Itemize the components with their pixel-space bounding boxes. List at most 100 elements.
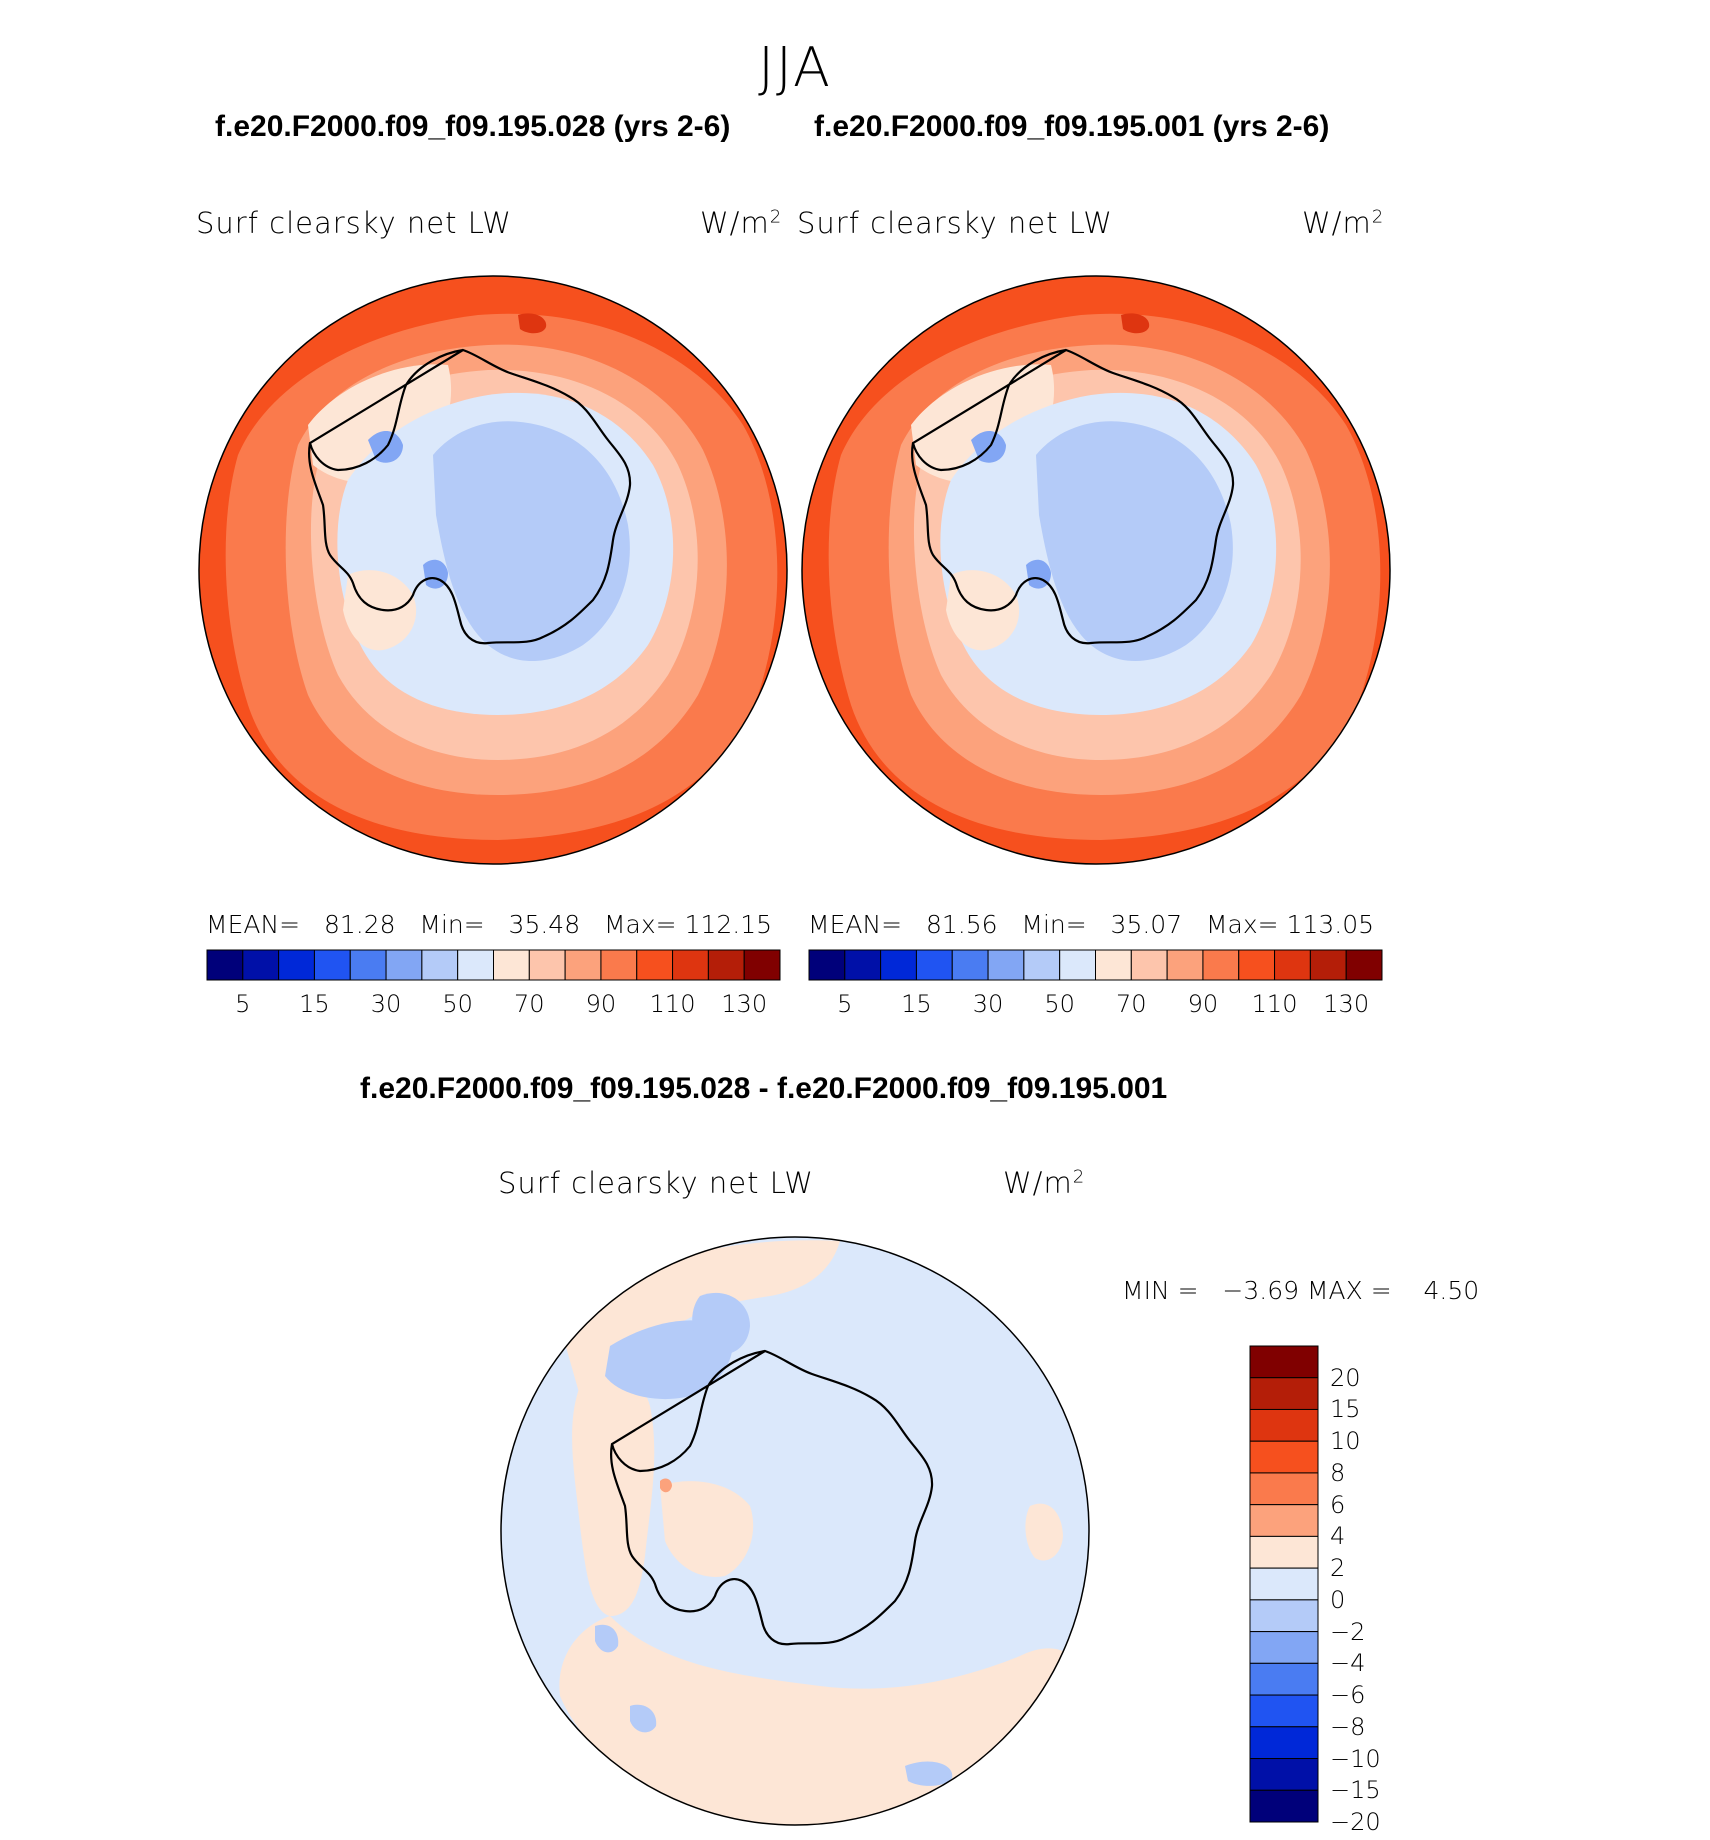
colorbar-swatch <box>528 949 566 981</box>
colorbar-tick-label: −15 <box>1330 1776 1381 1805</box>
difference-colorbar-labels: 20 15 10 8 6 4 2 0 −2 −4 −6 −8 −10 −15 −20 <box>1330 1346 1410 1836</box>
mean-value: 81.56 <box>925 910 998 939</box>
difference-polar-map <box>500 1236 1090 1826</box>
positive-anomaly-spot <box>660 1478 672 1493</box>
min-label: Min= <box>1021 910 1087 939</box>
min-value: −3.69 <box>1222 1276 1300 1305</box>
colorbar-swatch <box>880 949 917 981</box>
colorbar-tick-label: 30 <box>972 990 1004 1018</box>
positive-anomaly-ross <box>660 1481 754 1577</box>
colorbar-swatch <box>1249 1567 1319 1601</box>
difference-title: f.e20.F2000.f09_f09.195.028 - f.e20.F200… <box>360 1072 1168 1105</box>
colorbar-tick-label: 30 <box>370 990 402 1018</box>
max-value: 112.15 <box>684 910 773 939</box>
antarctica-coastline <box>610 1349 934 1646</box>
panel-2-case-title: f.e20.F2000.f09_f09.195.001 (yrs 2-6) <box>814 110 1330 143</box>
colorbar-swatch <box>1095 949 1132 981</box>
colorbar-tick-label: 110 <box>1251 990 1298 1018</box>
colorbar-swatch <box>1023 949 1061 981</box>
mean-value: 81.28 <box>323 910 396 939</box>
mean-label: MEAN= <box>206 910 301 939</box>
colorbar-swatch <box>1249 1662 1319 1696</box>
colorbar-tick-label: 50 <box>1044 990 1075 1018</box>
panel-2-colorbar <box>808 949 1383 981</box>
colorbar-swatch <box>808 949 846 981</box>
panel-1-stats: MEAN= 81.28 Min= 35.48 Max= 112.15 <box>206 910 772 939</box>
colorbar-tick-label: −6 <box>1330 1681 1366 1710</box>
colorbar-swatch <box>1249 1377 1319 1410</box>
colorbar-swatch <box>987 949 1025 981</box>
antarctica-coastline <box>308 348 632 645</box>
colorbar-tick-label: 50 <box>442 990 473 1018</box>
colorbar-tick-label: 6 <box>1330 1490 1346 1519</box>
negative-anomaly-north <box>692 1292 750 1355</box>
difference-colorbar <box>1249 1345 1319 1823</box>
panel-1-colorbar <box>206 949 781 981</box>
colorbar-swatch <box>1345 949 1383 981</box>
difference-field-title: Surf clearsky net LW <box>498 1166 814 1200</box>
colorbar-swatch <box>1130 949 1168 981</box>
difference-units: W/m2 <box>1003 1166 1086 1200</box>
colorbar-swatch <box>1249 1631 1319 1664</box>
colorbar-swatch <box>1202 949 1240 981</box>
colorbar-swatch <box>1059 949 1096 981</box>
colorbar-tick-label: 70 <box>1116 990 1147 1018</box>
positive-anomaly-south <box>559 1616 1089 1825</box>
colorbar-swatch <box>1249 1758 1319 1791</box>
colorbar-tick-label: −10 <box>1330 1744 1381 1773</box>
panel-2-polar-map <box>801 275 1391 865</box>
figure-title: JJA <box>758 36 832 99</box>
max-label: Max= <box>1205 910 1279 939</box>
difference-stats: MIN = −3.69 MAX = 4.50 <box>1122 1276 1479 1305</box>
colorbar-tick-label: 4 <box>1330 1522 1346 1551</box>
colorbar-tick-label: 90 <box>1187 990 1219 1018</box>
max-value: 4.50 <box>1423 1276 1480 1305</box>
colorbar-swatch <box>278 949 315 981</box>
colorbar-swatch <box>915 949 953 981</box>
colorbar-swatch <box>493 949 530 981</box>
max-label: MAX = <box>1306 1276 1392 1305</box>
negative-anomaly-south <box>905 1761 953 1786</box>
panel-1-case-title: f.e20.F2000.f09_f09.195.028 (yrs 2-6) <box>215 110 731 143</box>
panel-2-field-title: Surf clearsky net LW <box>797 206 1113 240</box>
antarctica-coastline <box>911 348 1235 645</box>
colorbar-swatch <box>385 949 423 981</box>
dark-spot <box>518 313 547 334</box>
dark-spot <box>1121 313 1150 334</box>
colorbar-tick-label: 8 <box>1330 1458 1346 1487</box>
max-value: 113.05 <box>1286 910 1375 939</box>
colorbar-swatch <box>1166 949 1204 981</box>
min-value: 35.07 <box>1110 910 1183 939</box>
colorbar-tick-label: 15 <box>299 990 330 1018</box>
colorbar-swatch <box>1274 949 1311 981</box>
colorbar-tick-label: 5 <box>235 990 251 1018</box>
colorbar-swatch <box>313 949 351 981</box>
colorbar-swatch <box>1249 1789 1319 1823</box>
colorbar-swatch <box>1249 1535 1319 1569</box>
positive-anomaly-peninsula <box>572 1374 655 1616</box>
panel-1-units: W/m2 <box>700 206 783 240</box>
colorbar-swatch <box>1249 1345 1319 1379</box>
min-label: Min= <box>419 910 485 939</box>
colorbar-swatch <box>707 949 745 981</box>
negative-anomaly-west <box>630 1704 657 1733</box>
colorbar-tick-label: 2 <box>1330 1554 1346 1583</box>
colorbar-swatch <box>206 949 244 981</box>
colorbar-swatch <box>1249 1504 1319 1537</box>
min-value: 35.48 <box>508 910 581 939</box>
colorbar-swatch <box>1249 1599 1319 1633</box>
colorbar-swatch <box>457 949 494 981</box>
colorbar-tick-label: 130 <box>1323 990 1370 1018</box>
colorbar-tick-label: 5 <box>837 990 853 1018</box>
colorbar-swatch <box>349 949 387 981</box>
colorbar-swatch <box>1249 1472 1319 1506</box>
positive-anomaly-east <box>1025 1503 1063 1561</box>
continent-inner-zone <box>433 421 630 662</box>
colorbar-swatch <box>844 949 882 981</box>
colorbar-swatch <box>242 949 280 981</box>
colorbar-tick-label: 10 <box>1330 1427 1361 1456</box>
max-label: Max= <box>603 910 677 939</box>
panel-1-colorbar-labels: 5 15 30 50 70 90 110 130 <box>207 990 780 1020</box>
negative-anomaly-southwest <box>595 1624 619 1653</box>
colorbar-tick-label: 15 <box>1330 1395 1361 1424</box>
